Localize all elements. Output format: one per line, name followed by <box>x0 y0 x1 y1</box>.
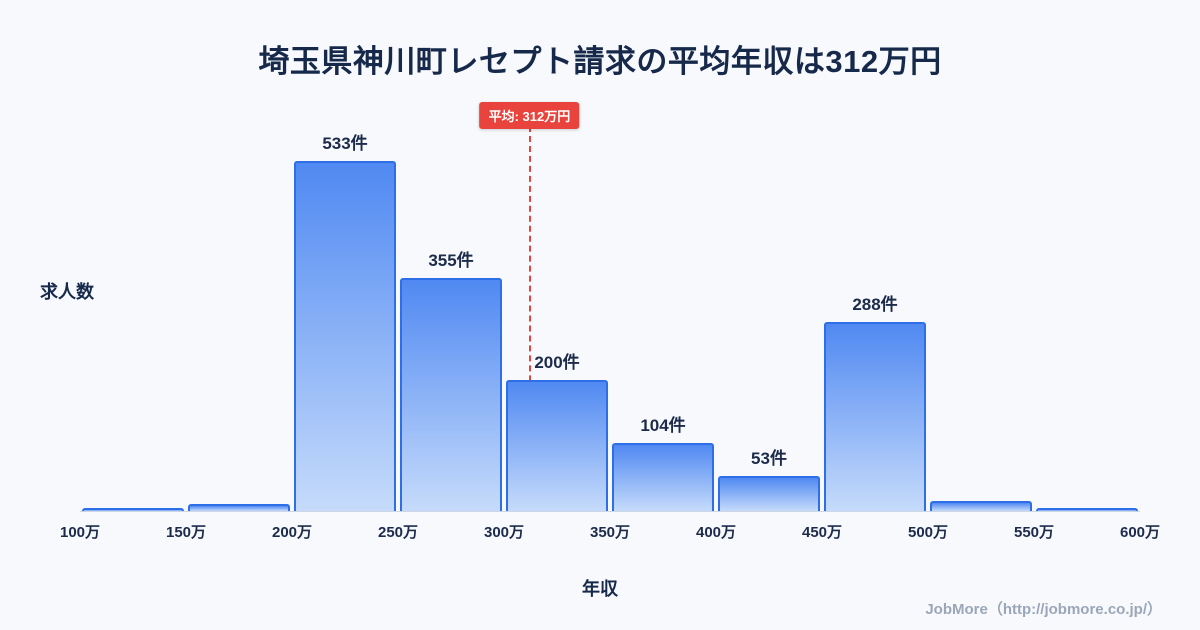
x-tick-label: 200万 <box>271 524 313 541</box>
histogram-bar <box>188 504 290 511</box>
bar-value-label: 53件 <box>751 449 787 469</box>
histogram-bar <box>612 442 714 511</box>
plot-area: 平均: 312万円 533件 355件 200件 104件 53件 288件 100万 150… <box>60 102 1160 541</box>
x-tick-label: 400万 <box>695 524 737 541</box>
y-axis-label: 求人数 <box>40 282 94 302</box>
histogram-bar <box>82 508 184 511</box>
bar-value-label: 200件 <box>534 352 580 372</box>
bar-value-label: 533件 <box>322 133 368 153</box>
x-tick-label: 150万 <box>165 524 207 541</box>
histogram-bar <box>400 277 502 511</box>
bar-value-label: 355件 <box>428 250 474 270</box>
x-tick-label: 450万 <box>801 524 843 541</box>
bar-value-label: 104件 <box>640 415 686 435</box>
histogram-bar <box>294 160 396 511</box>
x-axis-label: 年収 <box>582 579 618 599</box>
x-tick-label: 500万 <box>907 524 949 541</box>
footer-credit: JobMore（http://jobmore.co.jp/） <box>925 601 1162 618</box>
histogram-bar <box>718 476 820 511</box>
bar-value-label: 288件 <box>852 294 898 314</box>
histogram-bar <box>824 321 926 511</box>
histogram-bar <box>930 501 1032 511</box>
x-tick-label: 600万 <box>1119 524 1161 541</box>
x-tick-label: 300万 <box>483 524 525 541</box>
x-tick-label: 100万 <box>59 524 101 541</box>
histogram-bar <box>1036 508 1138 511</box>
x-tick-label: 550万 <box>1013 524 1055 541</box>
average-line <box>529 126 532 511</box>
x-tick-label: 250万 <box>377 524 419 541</box>
histogram-bar <box>506 379 608 511</box>
x-tick-label: 350万 <box>589 524 631 541</box>
chart-title: 埼玉県神川町レセプト請求の平均年収は312万円 <box>258 44 942 79</box>
average-badge: 平均: 312万円 <box>479 102 580 129</box>
